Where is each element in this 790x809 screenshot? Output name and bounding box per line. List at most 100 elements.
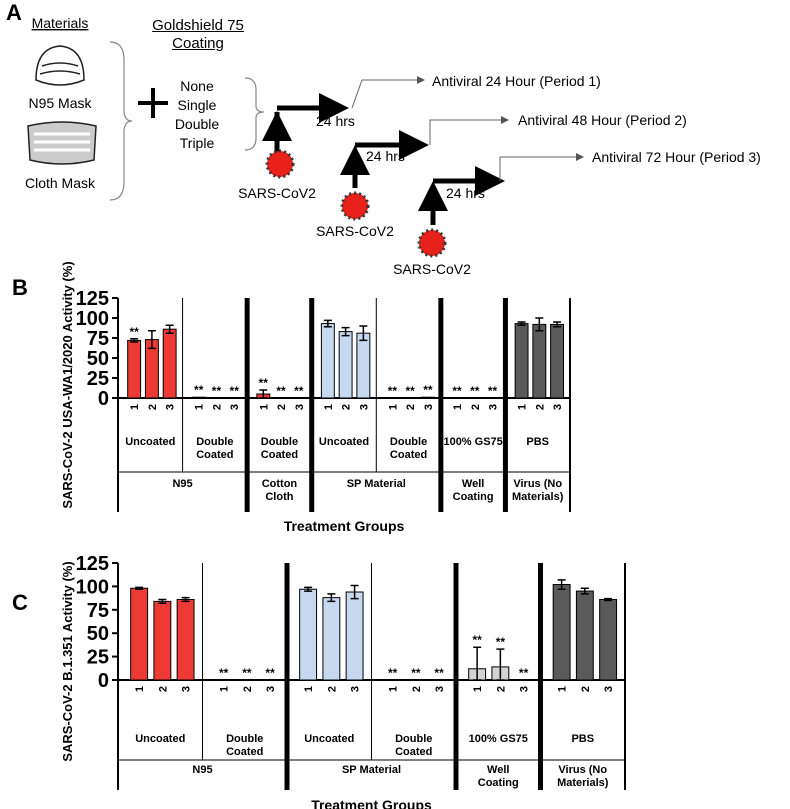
significance-label: **	[470, 384, 480, 398]
error-bar	[604, 597, 613, 602]
group-label: Double Coated	[395, 733, 433, 758]
x-tick-label: 3	[519, 686, 531, 692]
group-label: 100% GS75	[468, 733, 528, 745]
x-tick-label: 3	[181, 686, 193, 692]
supergroup-label: SP Material	[346, 478, 406, 490]
x-axis-title: Treatment Groups	[311, 797, 432, 809]
significance-label: **	[212, 384, 222, 398]
y-tick-label: 75	[87, 600, 109, 622]
error-bar	[158, 598, 167, 604]
n95-icon	[35, 45, 85, 86]
x-tick-label: 2	[341, 404, 353, 410]
x-tick-label: 2	[326, 686, 338, 692]
group-label: Double Coated	[260, 436, 299, 461]
x-tick-label: 1	[134, 686, 146, 692]
y-tick-label: 25	[87, 368, 109, 390]
significance-label: **	[388, 666, 398, 680]
x-tick-label: 3	[603, 686, 615, 692]
error-bar	[473, 646, 482, 681]
virus-label: SARS-CoV2	[316, 223, 394, 239]
bar	[191, 396, 206, 399]
error-bar	[327, 593, 336, 603]
significance-label: **	[488, 384, 498, 398]
outcome-label: Antiviral 72 Hour (Period 3)	[592, 149, 761, 165]
interval-label: 24 hrs	[366, 148, 405, 164]
x-tick-label: 2	[495, 686, 507, 692]
significance-label: **	[230, 384, 240, 398]
x-tick-label: 2	[147, 404, 159, 410]
x-tick-label: 3	[229, 404, 241, 410]
virus-icons	[265, 149, 447, 258]
bar	[550, 323, 565, 399]
group-label: Uncoated	[318, 436, 370, 448]
x-tick-label: 1	[194, 404, 206, 410]
x-tick-label: 3	[488, 404, 500, 410]
supergroup-label: Cotton Cloth	[261, 478, 298, 503]
brace	[109, 41, 133, 201]
outcome-label: Antiviral 48 Hour (Period 2)	[518, 112, 687, 128]
significance-label: **	[472, 633, 482, 647]
group-label: Double Coated	[226, 733, 264, 758]
x-tick-label: 3	[423, 404, 435, 410]
panel-label: A	[6, 0, 22, 25]
interval-label: 24 hrs	[316, 113, 355, 129]
x-tick-label: 3	[294, 404, 306, 410]
brace	[244, 77, 265, 151]
x-tick-label: 2	[470, 404, 482, 410]
bar	[338, 331, 353, 399]
outcome-label: Antiviral 24 Hour (Period 1)	[432, 73, 601, 89]
y-tick-label: 100	[76, 576, 109, 598]
x-tick-label: 1	[323, 404, 335, 410]
panel-label: B	[12, 275, 28, 300]
y-tick-label: 75	[87, 328, 109, 350]
significance-label: **	[519, 666, 529, 680]
x-tick-label: 3	[165, 404, 177, 410]
x-tick-label: 3	[552, 404, 564, 410]
significance-label: **	[406, 384, 416, 398]
significance-label: **	[194, 383, 204, 397]
x-tick-label: 2	[242, 686, 254, 692]
significance-label: **	[242, 666, 252, 680]
y-axis-title: SARS-CoV-2 B.1.351 Activity (%)	[60, 561, 75, 761]
x-tick-label: 2	[211, 404, 223, 410]
y-tick-label: 25	[87, 647, 109, 669]
coating-option: None	[180, 78, 214, 94]
x-tick-label: 1	[129, 404, 141, 410]
y-tick-label: 100	[76, 308, 109, 330]
bar	[552, 584, 571, 681]
y-tick-label: 125	[76, 553, 109, 575]
x-tick-label: 2	[580, 686, 592, 692]
material-label: N95 Mask	[28, 95, 92, 111]
supergroup-label: Well Coating	[477, 764, 519, 789]
y-axis-title: SARS-CoV-2 USA-WA1/2020 Activity (%)	[60, 261, 75, 508]
y-tick-label: 0	[98, 388, 109, 410]
bar	[299, 588, 318, 681]
error-bar	[350, 584, 359, 600]
error-bar	[135, 586, 144, 590]
x-tick-label: 1	[472, 686, 484, 692]
supergroup-label: N95	[172, 478, 193, 490]
x-tick-label: 1	[452, 404, 464, 410]
cloth-mask-icon	[27, 121, 97, 165]
y-tick-label: 125	[76, 288, 109, 310]
error-bar	[147, 330, 156, 350]
x-tick-label: 2	[405, 404, 417, 410]
bar	[514, 323, 529, 399]
x-tick-label: 1	[258, 404, 270, 410]
x-axis-title: Treatment Groups	[284, 518, 405, 534]
error-bar	[165, 324, 174, 334]
bar	[176, 599, 195, 681]
x-tick-label: 2	[157, 686, 169, 692]
significance-label: **	[219, 666, 229, 680]
x-tick-label: 1	[557, 686, 569, 692]
error-bar	[304, 586, 313, 592]
x-tick-label: 2	[276, 404, 288, 410]
panel-label: C	[12, 590, 28, 615]
error-bar	[259, 389, 268, 399]
bar	[345, 591, 364, 681]
x-tick-label: 1	[387, 404, 399, 410]
significance-label: **	[265, 666, 275, 680]
plus	[138, 88, 168, 118]
